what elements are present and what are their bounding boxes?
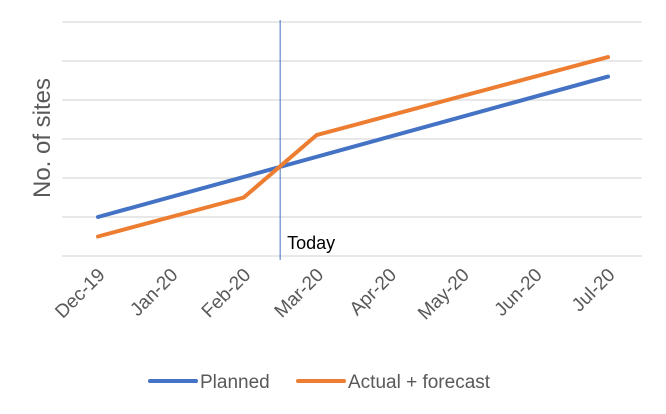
y-axis-label: No. of sites [29,78,56,198]
x-tick-label: Apr-20 [346,265,401,320]
legend-label: Planned [200,372,270,393]
legend-label: Actual + forecast [348,372,491,393]
x-tick-label: Feb-20 [198,265,255,322]
x-tick-label: Dec-19 [51,265,109,323]
x-tick-label: May-20 [414,265,474,325]
gridlines [62,21,642,257]
x-tick-label: Mar-20 [271,265,328,322]
x-tick-label: Jul-20 [568,265,619,316]
x-tick-label: Jun-20 [491,265,547,321]
x-tick-label: Jan-20 [126,265,182,321]
series-line-actual-forecast [96,55,610,239]
series-line-planned [96,74,610,219]
legend: Planned Actual + forecast [148,372,491,393]
series-lines [96,55,610,239]
today-marker-label: Today [287,233,335,253]
x-axis-tick-labels: Dec-19 Jan-20 Feb-20 Mar-20 Apr-20 May-20 Jun-… [51,265,619,325]
annotations: Today [279,20,335,260]
